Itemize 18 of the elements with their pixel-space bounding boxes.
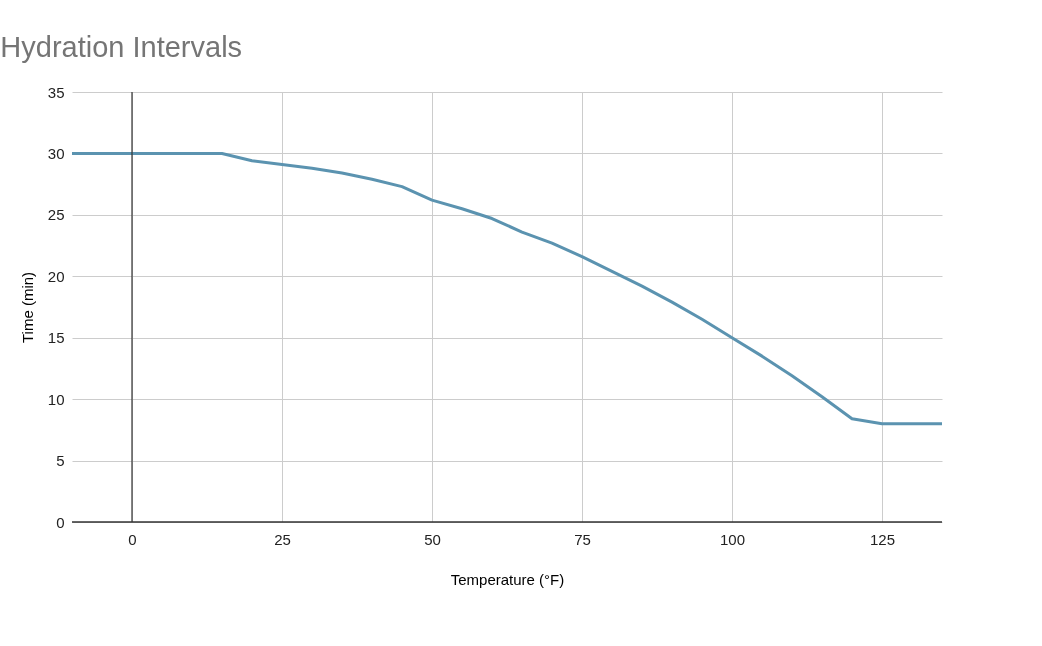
x-tick-label: 50	[424, 530, 441, 548]
y-tick-label: 10	[47, 390, 65, 408]
x-tick-label: 100	[719, 530, 746, 548]
y-tick-label: 15	[47, 329, 65, 347]
y-tick-label: 35	[47, 83, 65, 101]
y-tick-label: 25	[47, 206, 65, 224]
y-tick-label: 5	[56, 452, 65, 470]
y-axis-title: Time (min)	[18, 271, 36, 344]
y-tick-label: 30	[47, 144, 65, 162]
line-series	[70, 151, 944, 426]
x-tick-label: 75	[574, 530, 591, 548]
y-tick-label: 0	[56, 513, 65, 531]
chart-title: Hydration Intervals	[0, 31, 243, 63]
x-tick-label: 0	[128, 530, 137, 548]
y-tick-label: 20	[47, 267, 65, 285]
x-tick-label: 25	[274, 530, 291, 548]
x-tick-label: 125	[869, 530, 896, 548]
x-axis-title: Temperature (°F)	[450, 570, 565, 588]
